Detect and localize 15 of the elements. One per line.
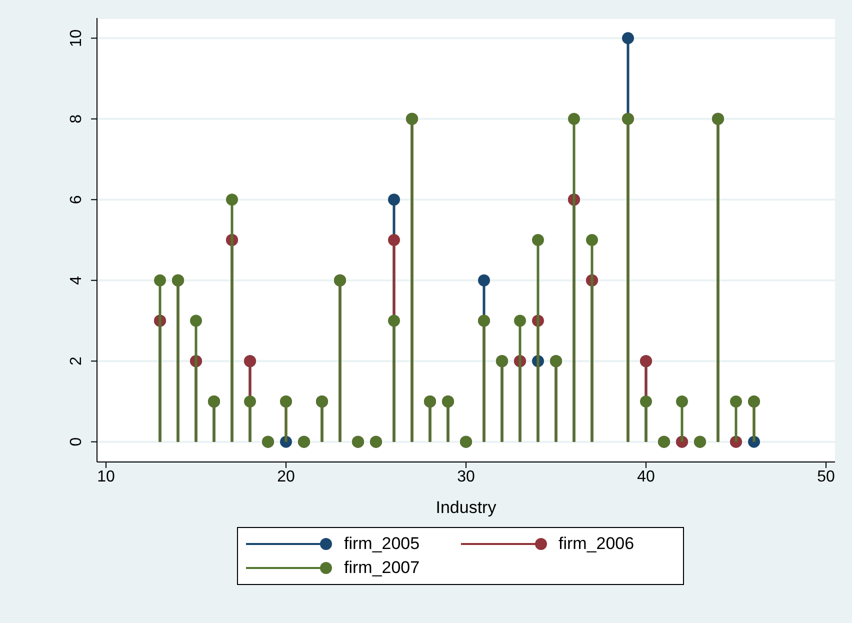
y-tick-label: 0 [68, 437, 85, 446]
x-axis-title: Industry [436, 498, 497, 517]
y-tick-label: 10 [68, 29, 85, 48]
y-tick-label: 6 [68, 195, 85, 204]
y-tick-label: 4 [68, 276, 85, 285]
x-tick-label: 40 [637, 468, 655, 486]
x-tick-label: 50 [817, 468, 835, 486]
y-tick-label: 2 [68, 356, 85, 366]
x-tick-label: 30 [457, 468, 475, 486]
x-tick-label: 20 [277, 468, 295, 486]
legend-label: firm_2007 [344, 558, 420, 578]
y-tick-label: 8 [68, 114, 85, 124]
x-tick-label: 10 [97, 468, 115, 486]
legend-label: firm_2005 [344, 534, 420, 554]
legend-label: firm_2006 [558, 534, 634, 554]
